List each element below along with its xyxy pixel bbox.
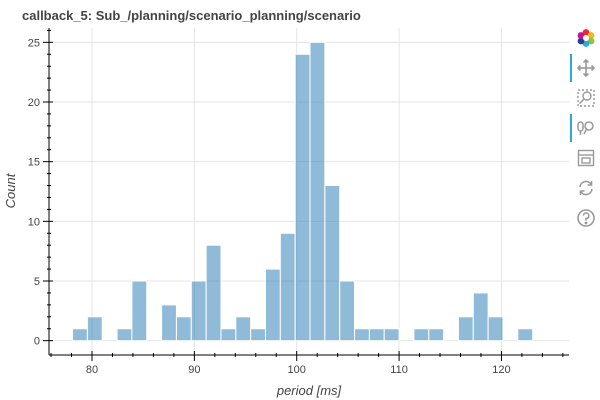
histogram-bar	[368, 328, 385, 342]
histogram-bar	[190, 280, 207, 342]
help-icon	[576, 208, 596, 228]
help-tool-button[interactable]	[574, 206, 598, 230]
histogram-bar	[250, 328, 266, 342]
reset-tool-button[interactable]	[574, 176, 598, 200]
histogram-bar	[72, 328, 88, 342]
y-tick-label: 25	[28, 37, 40, 49]
box-zoom-tool-button[interactable]	[574, 86, 598, 110]
histogram-bar	[383, 328, 400, 342]
histogram-bar	[131, 280, 148, 342]
histogram-bar	[279, 232, 296, 342]
y-tick-label: 10	[28, 216, 40, 228]
bars-group	[72, 41, 534, 342]
pan-tool-button[interactable]	[570, 54, 598, 82]
y-axis-label: Count	[3, 172, 18, 208]
histogram-bar	[220, 328, 237, 342]
histogram-bar	[294, 53, 311, 342]
x-axis-label: period [ms]	[276, 383, 342, 398]
histogram-bar	[517, 328, 534, 342]
y-tick-label: 5	[34, 276, 40, 288]
histogram-bar	[175, 316, 192, 342]
reset-icon	[576, 178, 596, 198]
chart-title: callback_5: Sub_/planning/scenario_plann…	[22, 8, 361, 23]
x-tick-label: 110	[390, 364, 408, 376]
x-tick-label: 100	[288, 364, 306, 376]
histogram-bar	[161, 304, 177, 342]
histogram-bar	[487, 316, 504, 342]
y-tick-label: 15	[28, 157, 40, 169]
histogram-bar	[457, 316, 474, 342]
histogram-bar	[339, 280, 356, 342]
histogram-bar	[235, 316, 252, 342]
histogram-bar	[205, 244, 222, 342]
x-tick-label: 120	[492, 364, 510, 376]
axes-group: 80 90 100 110 120 0 5 10 15 20 25	[28, 28, 569, 376]
x-tick-label: 90	[188, 364, 200, 376]
wheel-zoom-icon	[576, 118, 596, 138]
histogram-bar	[354, 328, 370, 342]
histogram-bar	[309, 41, 326, 342]
histogram-bar	[428, 328, 445, 342]
histogram-bar	[413, 328, 430, 342]
histogram-bar	[324, 185, 341, 342]
y-tick-label: 0	[34, 336, 40, 348]
save-icon	[576, 148, 596, 168]
x-tick-label: 80	[86, 364, 98, 376]
histogram-bar	[264, 268, 281, 342]
wheel-zoom-tool-button[interactable]	[570, 114, 598, 142]
save-tool-button[interactable]	[574, 146, 598, 170]
pan-icon	[576, 58, 596, 78]
bokeh-logo-icon	[574, 26, 598, 50]
histogram-bar	[86, 316, 103, 342]
toolbar	[568, 26, 600, 246]
histogram-bar	[116, 328, 133, 342]
y-tick-label: 20	[28, 97, 40, 109]
box-zoom-icon	[576, 88, 596, 108]
histogram-bar	[472, 292, 489, 342]
